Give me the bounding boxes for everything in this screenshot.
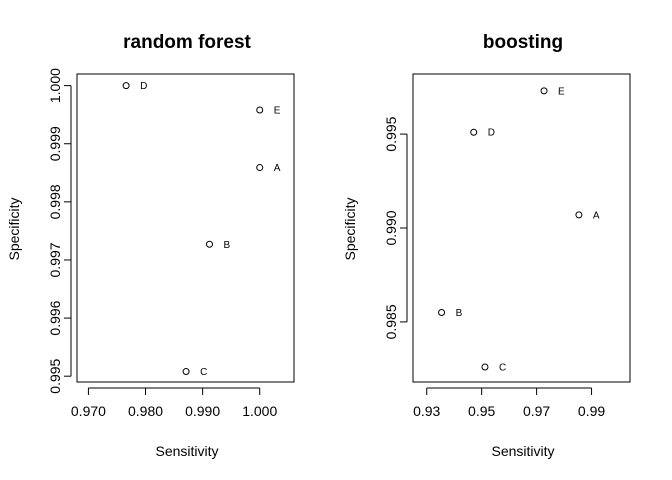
x-tick-label: 0.95 [468,403,495,419]
panel-boosting: boosting Sensitivity Specificity 0.93 0.9… [342,32,631,459]
data-point-label: D [488,128,495,139]
data-point [438,309,446,317]
y-tick-label: 0.999 [47,126,63,161]
panel-title: random forest [123,32,251,53]
x-axis-title: Sensitivity [491,443,554,459]
y-axis-title: Specificity [342,197,358,260]
data-point [205,240,213,248]
data-point [256,106,264,114]
y-tick-label: 0.996 [47,300,63,335]
x-tick-label: 0.99 [578,403,605,419]
x-tick-label: 0.990 [185,403,220,419]
data-point-label: C [200,367,207,378]
data-point [540,87,548,95]
x-tick-label: 1.000 [242,403,277,419]
y-tick-label: 0.995 [47,358,63,393]
data-point [470,128,478,136]
data-point [481,363,489,371]
data-point-label: A [274,163,281,174]
panel-title: boosting [483,32,563,53]
panel-random-forest: random forest Sensitivity Specificity 0.… [6,32,295,459]
data-point-label: A [593,210,600,221]
data-point-label: C [499,362,506,373]
x-tick-label: 0.97 [523,403,550,419]
data-point [256,164,264,172]
data-point-label: B [223,240,230,251]
y-tick-label: 0.997 [47,242,63,277]
x-tick-label: 0.980 [128,403,163,419]
y-tick-label: 0.990 [383,210,399,245]
y-tick-label: 0.995 [383,116,399,151]
plot-frame [76,73,295,383]
y-tick-label: 0.998 [47,184,63,219]
data-point [182,368,190,376]
data-point-label: B [456,308,463,319]
plot-frame [412,73,631,383]
data-point [122,82,130,90]
data-point-label: E [558,86,565,97]
x-tick-label: 0.93 [413,403,440,419]
y-axis-title: Specificity [6,197,22,260]
data-point-label: D [140,81,147,92]
data-point-label: E [274,106,281,117]
x-axis-title: Sensitivity [155,443,218,459]
x-tick-label: 0.970 [71,403,106,419]
y-tick-label: 1.000 [47,68,63,103]
y-tick-label: 0.985 [383,304,399,339]
data-point [575,211,583,219]
